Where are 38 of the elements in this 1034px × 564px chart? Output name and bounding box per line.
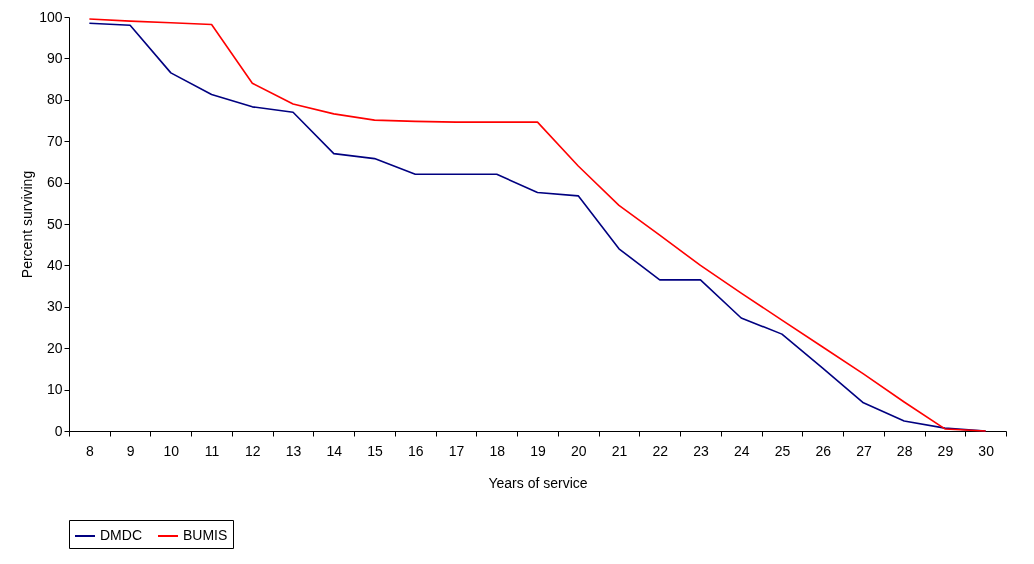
x-tick-label: 26 xyxy=(815,442,832,459)
x-tick-label: 18 xyxy=(489,442,506,459)
x-tick-label: 20 xyxy=(570,442,587,459)
x-tick-label: 10 xyxy=(163,442,180,459)
x-tick-label: 15 xyxy=(367,442,384,459)
x-tick-label: 23 xyxy=(693,442,709,459)
x-tick-label: 24 xyxy=(733,442,750,459)
y-tick-label: 10 xyxy=(46,381,63,398)
x-tick-label: 13 xyxy=(285,442,302,459)
x-tick-label: 28 xyxy=(896,442,913,459)
y-tick-label: 60 xyxy=(46,174,63,191)
y-tick-label: 0 xyxy=(54,422,63,439)
y-tick-label: 90 xyxy=(46,49,63,66)
x-tick-label: 8 xyxy=(85,442,94,459)
x-tick-label: 22 xyxy=(652,442,669,459)
x-tick-label: 17 xyxy=(448,442,465,459)
x-tick-label: 14 xyxy=(326,442,343,459)
y-tick-label: 30 xyxy=(46,298,63,315)
x-tick-label: 11 xyxy=(204,442,220,459)
x-axis-title: Years of service xyxy=(488,474,588,491)
legend-label: BUMIS xyxy=(183,527,228,543)
x-tick-label: 9 xyxy=(126,442,135,459)
x-tick-label: 12 xyxy=(245,442,261,459)
y-tick-label: 100 xyxy=(39,8,63,25)
y-tick-label: 20 xyxy=(46,339,63,356)
y-axis-title: Percent surviving xyxy=(19,170,36,279)
y-tick-label: 80 xyxy=(46,91,63,108)
y-tick-label: 40 xyxy=(46,256,63,273)
x-tick-label: 21 xyxy=(611,442,628,459)
x-tick-label: 16 xyxy=(407,442,424,459)
y-tick-label: 70 xyxy=(46,132,63,149)
x-tick-label: 29 xyxy=(937,442,954,459)
x-tick-label: 27 xyxy=(856,442,872,459)
x-tick-label: 30 xyxy=(978,442,995,459)
x-tick-label: 19 xyxy=(530,442,546,459)
x-tick-label: 25 xyxy=(774,442,791,459)
legend-label: DMDC xyxy=(100,527,142,543)
y-tick-label: 50 xyxy=(46,215,63,232)
